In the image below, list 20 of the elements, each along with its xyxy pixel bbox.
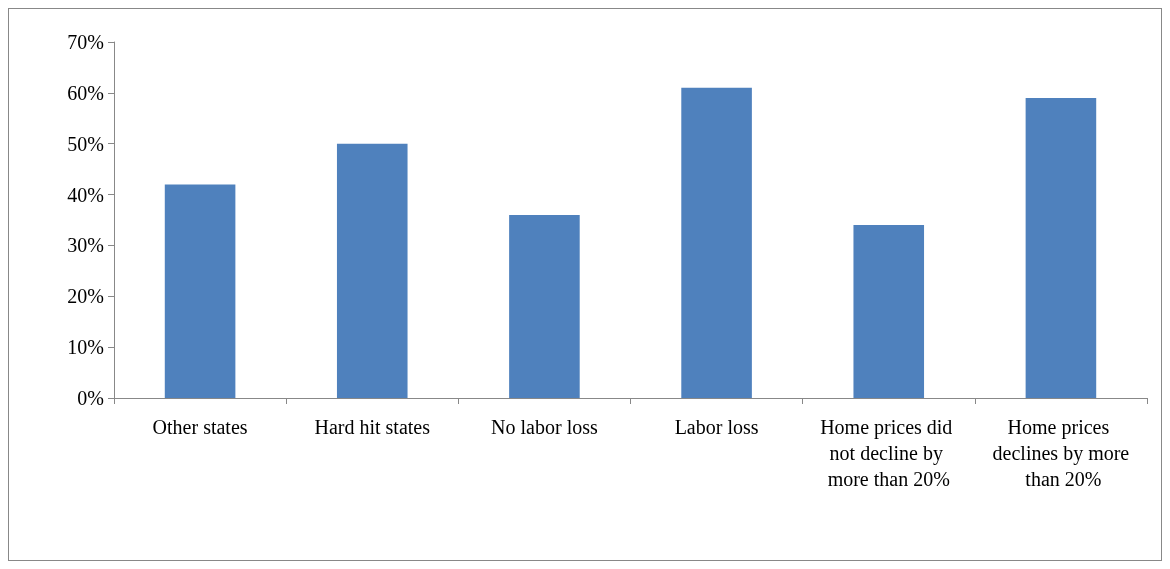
x-tick-label: Labor loss	[674, 416, 759, 438]
y-tick-label: 70%	[67, 31, 104, 53]
x-tick-label: Hard hit states	[314, 416, 431, 438]
bar	[853, 225, 925, 398]
x-tick-label: Home prices declines by more than 20%	[992, 416, 1130, 490]
bar	[1025, 97, 1097, 398]
x-tick-label: No labor loss	[491, 416, 598, 438]
bar	[336, 143, 408, 398]
y-tick-label: 50%	[67, 132, 104, 155]
x-tick-label: Home prices did not decline by more than 20%	[820, 416, 958, 490]
bar	[509, 214, 580, 398]
bar	[164, 184, 236, 398]
y-tick-label: 30%	[67, 234, 104, 257]
x-tick-label: Other states	[152, 416, 248, 438]
y-tick-label: 10%	[67, 336, 104, 359]
y-tick-label: 60%	[67, 81, 104, 104]
bar	[681, 87, 752, 398]
y-tick-label: 20%	[67, 285, 104, 308]
y-tick-label: 40%	[67, 183, 104, 206]
y-tick-label: 0%	[77, 387, 104, 409]
